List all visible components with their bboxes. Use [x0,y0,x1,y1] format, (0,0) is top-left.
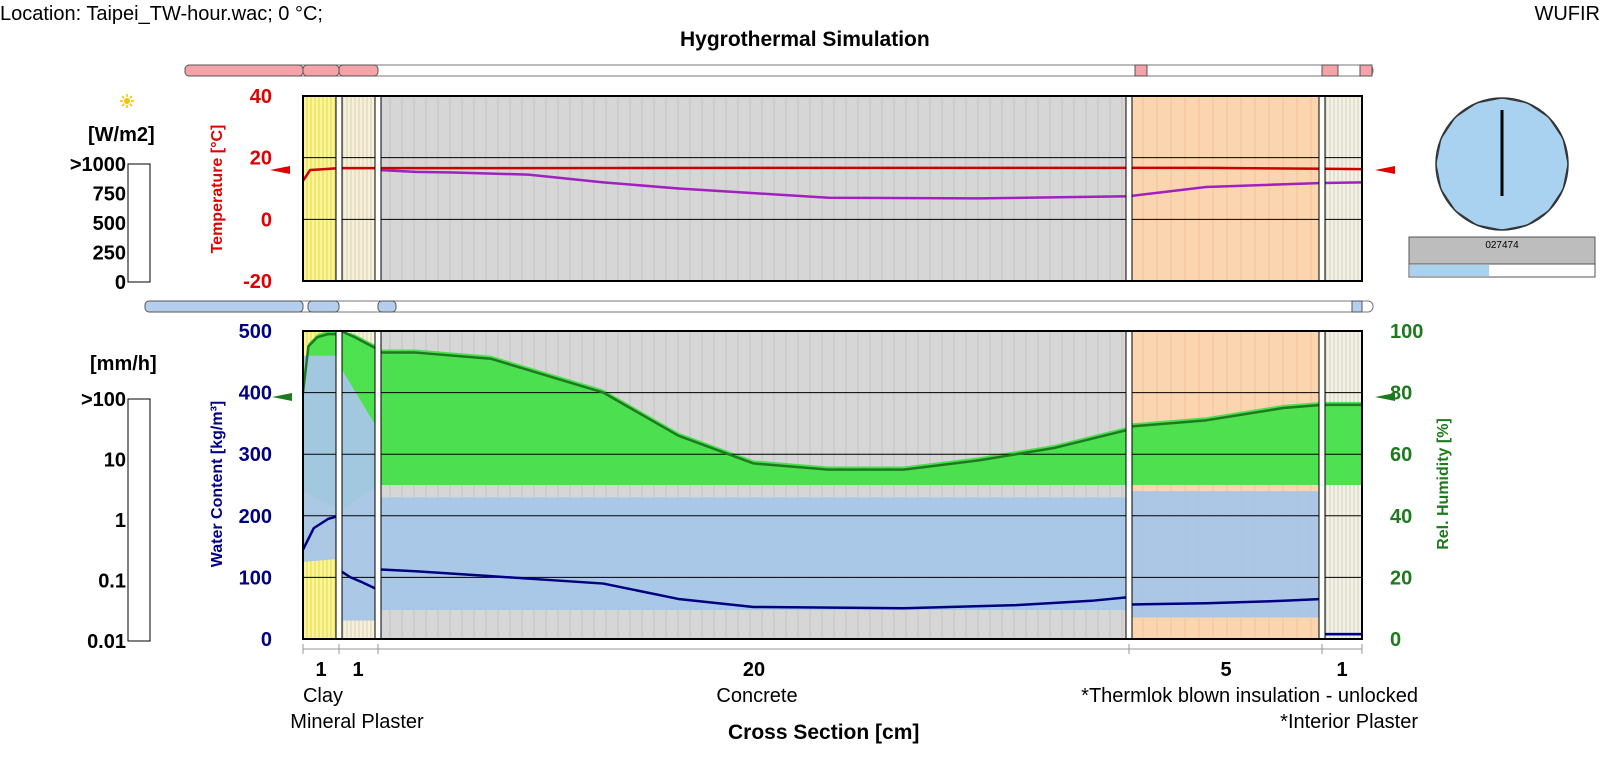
rh-axis-title: Rel. Humidity [%] [1435,418,1452,550]
dial-ring [1435,97,1569,231]
temperature-marker-right [1375,166,1395,174]
layer-thickness-label: 1 [1336,659,1347,681]
location-label: Location: Taipei_TW-hour.wac; 0 °C; [0,3,323,25]
plot-frame [302,95,1363,282]
rh-marker-left [272,393,292,401]
rh-tick-label: 60 [1390,444,1412,466]
layer-boundary [374,95,382,282]
layer-thickness-label: 1 [315,659,326,681]
temperature-tick-label: 20 [250,148,272,170]
temperature-tick-label: -20 [243,271,272,293]
layer-name-label: Clay [303,685,343,707]
sun-icon [120,94,134,108]
rain-scale-box [127,398,151,642]
x-axis-title: Cross Section [cm] [728,721,920,744]
layer-thickness-label: 5 [1220,659,1231,681]
water-content-envelope [303,355,1362,636]
layer-name-label: Concrete [716,685,797,707]
rh-tick-label: 0 [1390,629,1401,651]
temperature-tick-label: 0 [261,209,272,231]
layer-thickness-label: 1 [352,659,363,681]
layer-boundary [1125,95,1133,282]
temperature-line [301,166,1363,182]
moisture-layer-bar-segment [1351,300,1363,313]
radiation-scale-tick-label: 0 [115,272,126,294]
rain-scale-tick-label: 10 [104,450,126,472]
temperature-marker-left [270,166,290,174]
rh-tick-label: 80 [1390,383,1412,405]
layer-thickness-label: 20 [743,659,765,681]
water-content-tick-label: 100 [239,567,272,589]
layer-name-label: *Interior Plaster [1280,711,1418,733]
water-content-axis-title: Water Content [kg/m³] [209,401,226,568]
sun-core [124,98,130,104]
layer-boundary [335,95,343,282]
temperature-layer-bar-segment [1359,64,1373,77]
app-name: WUFIR [1534,3,1600,25]
radiation-scale-tick-label: 500 [93,213,126,235]
rh-envelope [303,331,1362,510]
rh-tick-label: 100 [1390,321,1423,343]
moisture-layer-bar [184,300,1374,313]
chart-title: Hygrothermal Simulation [680,28,930,51]
radiation-unit: [W/m2] [88,124,155,146]
water-content-tick-label: 400 [239,383,272,405]
layer-boundary [1318,95,1326,282]
moisture-layer-bar-segment [377,300,397,313]
layer-boundary [1318,330,1326,640]
rh-tick-label: 20 [1390,567,1412,589]
rain-unit: [mm/h] [90,353,157,375]
dewpoint-line [377,168,1363,200]
progress-fill [1410,265,1490,276]
radiation-scale-tick-label: >1000 [70,154,126,176]
layer-name-label: Mineral Plaster [290,711,424,733]
temperature-tick-label: 40 [250,86,272,108]
sun-ray [121,103,125,107]
moisture-layer-bar-segment [307,300,340,313]
rh-marker-right [1375,393,1395,401]
moisture-layer-bar-segment [144,300,304,313]
water-content-tick-label: 0 [261,629,272,651]
temperature-layer-bar-segment [1134,64,1148,77]
layer-boundary [1125,330,1133,640]
layer-boundary [335,330,343,640]
temperature-layer-bar-segment [302,64,340,77]
layer-boundary [374,330,382,640]
layer-name-label: *Thermlok blown insulation - unlocked [1081,685,1418,707]
radiation-scale-box [127,163,151,283]
rh-tick-label: 40 [1390,506,1412,528]
sun-ray [129,95,133,99]
water-content-tick-label: 300 [239,444,272,466]
temperature-axis-title: Temperature [°C] [209,125,226,254]
orientation-dial [1435,97,1569,231]
rain-scale-tick-label: 0.01 [87,631,126,653]
temperature-layer-bar-segment [184,64,304,77]
layer-band-upper-3 [378,96,1129,281]
radiation-scale-tick-label: 250 [93,243,126,265]
plot-frame [302,330,1363,640]
sun-ray [129,103,133,107]
rain-scale-tick-label: 0.1 [98,571,126,593]
rain-scale-tick-label: 1 [115,510,126,532]
water-content-tick-label: 500 [239,321,272,343]
sun-ray [121,95,125,99]
time-counter: 027474 [1485,240,1519,251]
radiation-scale-tick-label: 750 [93,184,126,206]
layer-band-upper-4 [1129,96,1322,281]
layer-band-upper-1 [303,96,339,281]
temperature-layer-bar-segment [338,64,379,77]
rain-scale-tick-label: >100 [81,389,126,411]
temperature-layer-bar-segment [1321,64,1339,77]
water-content-tick-label: 200 [239,506,272,528]
